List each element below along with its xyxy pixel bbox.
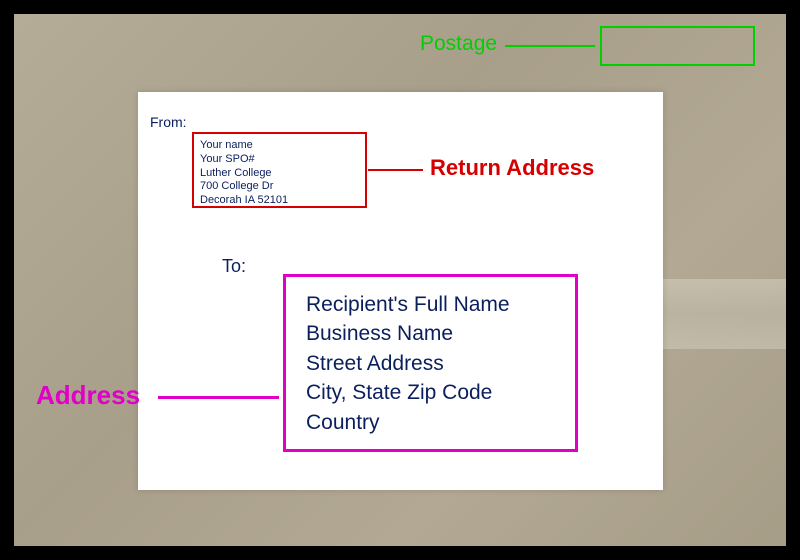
return-address-line: Your name <box>200 139 288 153</box>
return-address-connector-line <box>368 169 423 171</box>
recipient-address-line: City, State Zip Code <box>306 378 510 407</box>
recipient-address-text: Recipient's Full NameBusiness NameStreet… <box>306 290 510 437</box>
postage-connector-line <box>505 45 595 47</box>
recipient-address-connector-line <box>158 396 279 399</box>
recipient-address-line: Street Address <box>306 349 510 378</box>
from-label: From: <box>150 114 187 130</box>
recipient-address-line: Recipient's Full Name <box>306 290 510 319</box>
return-address-line: Luther College <box>200 167 288 181</box>
to-label: To: <box>222 256 246 277</box>
recipient-address-line: Country <box>306 408 510 437</box>
return-address-line: 700 College Dr <box>200 180 288 194</box>
postage-box <box>600 26 755 66</box>
return-address-line: Decorah IA 52101 <box>200 194 288 208</box>
return-address-callout-label: Return Address <box>430 155 594 181</box>
return-address-text: Your nameYour SPO#Luther College700 Coll… <box>200 139 288 208</box>
recipient-address-callout-label: Address <box>36 380 140 411</box>
recipient-address-line: Business Name <box>306 319 510 348</box>
postage-callout-label: Postage <box>420 32 497 56</box>
return-address-line: Your SPO# <box>200 153 288 167</box>
